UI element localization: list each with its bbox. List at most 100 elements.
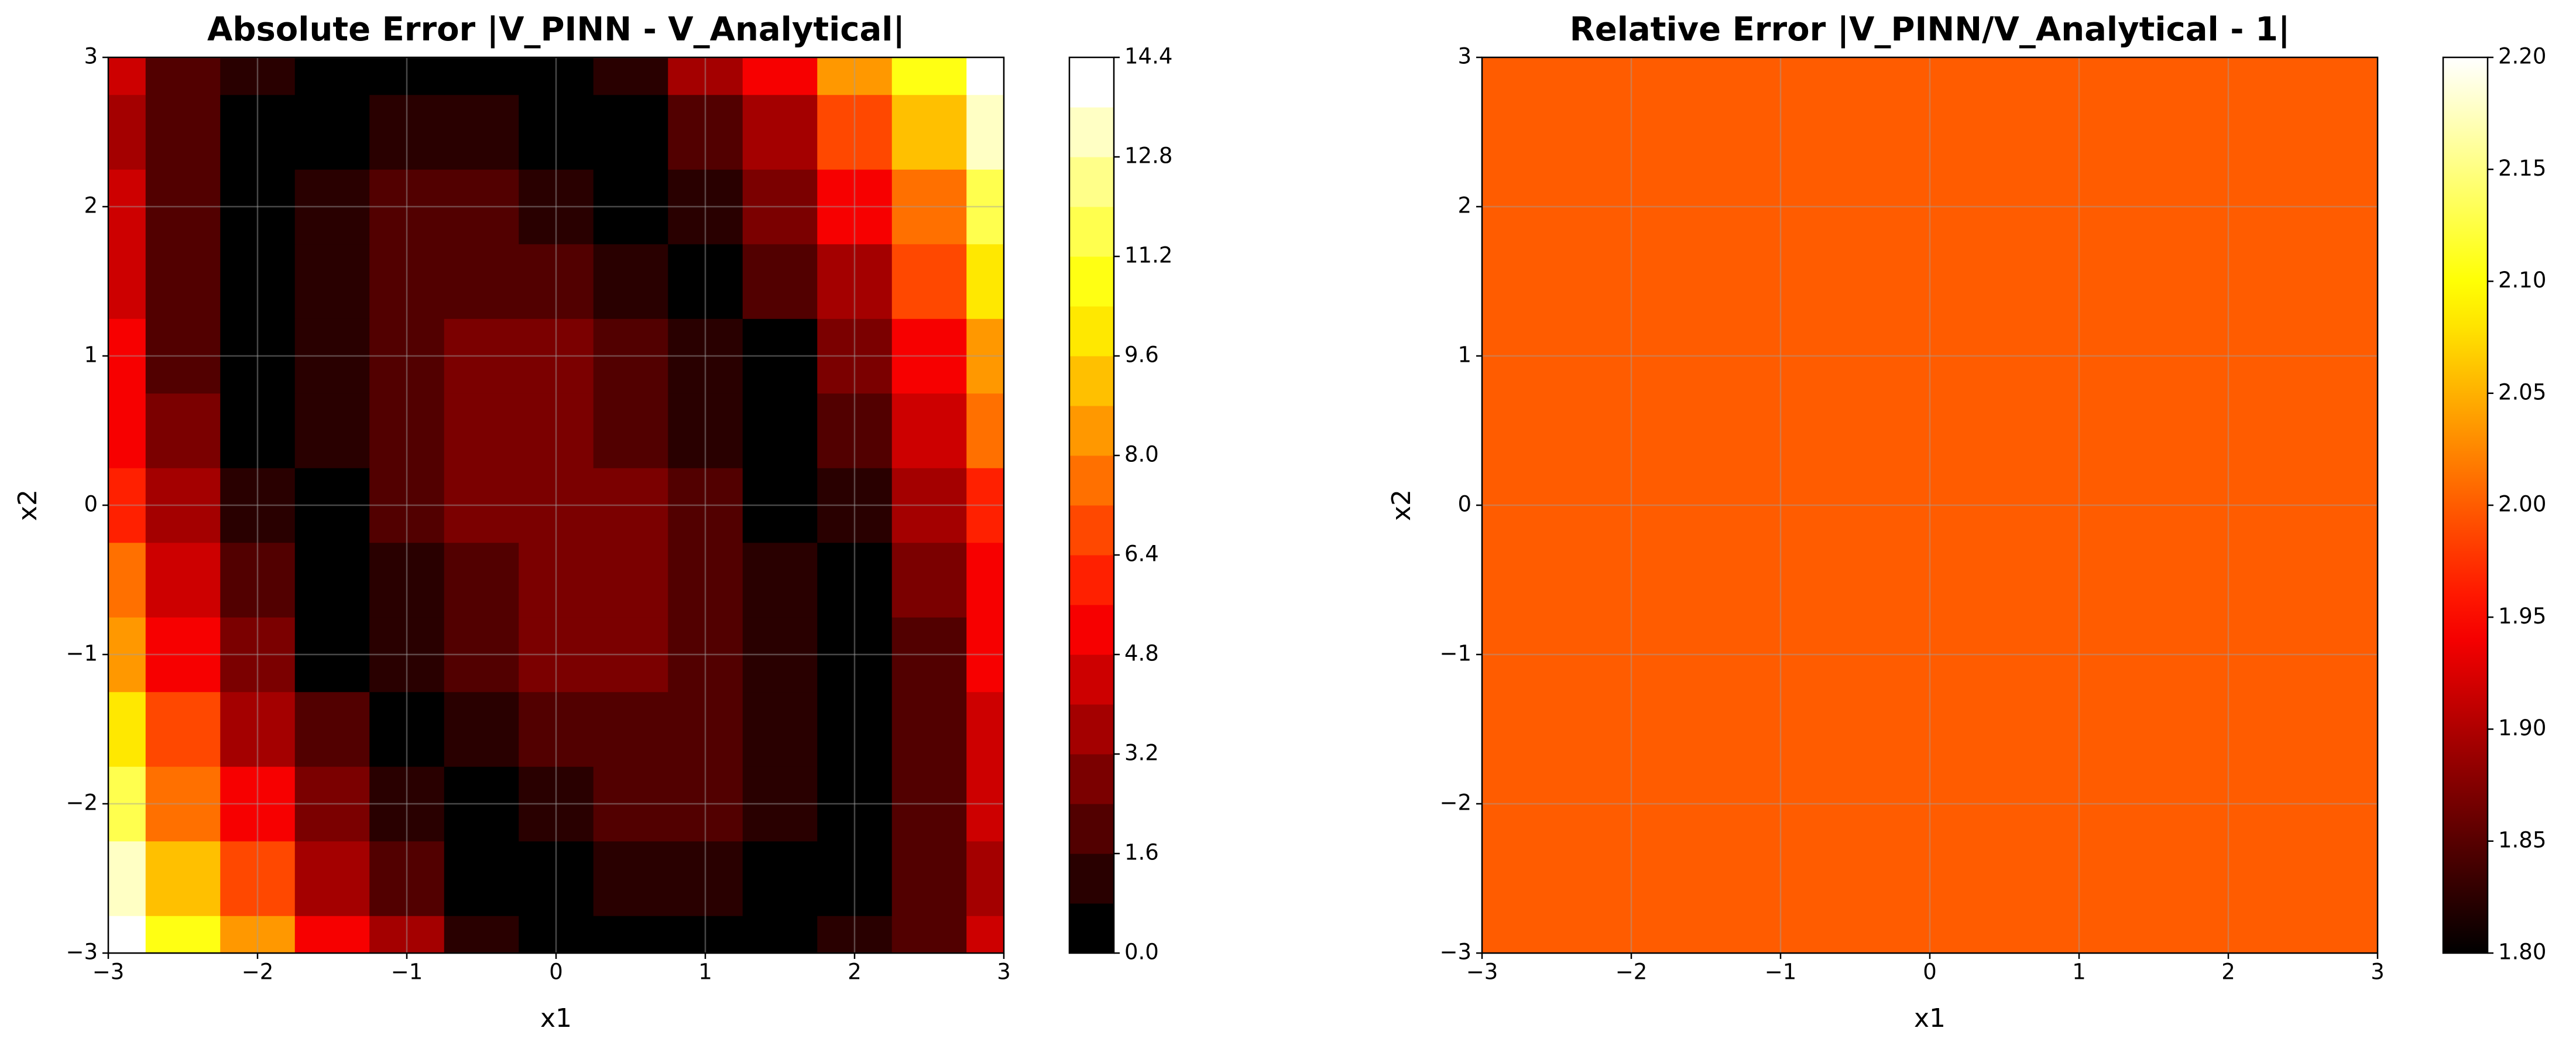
contour-cell (891, 841, 967, 916)
contour-cell (145, 94, 221, 170)
contour-cell (593, 542, 668, 618)
y-tick-label: 3 (1457, 44, 1471, 69)
y-tick-label: 1 (84, 342, 98, 368)
x-tick-label: −1 (1765, 960, 1797, 985)
y-tick-label: 3 (84, 44, 98, 69)
contour-cell (220, 57, 296, 95)
contour-cell (220, 468, 296, 543)
contour-cell (108, 916, 146, 954)
contour-cell (145, 57, 221, 95)
contour-cell (668, 916, 743, 954)
x-tick-label: 1 (2072, 960, 2086, 985)
contour-cell (444, 318, 519, 394)
contour-cell (742, 318, 818, 394)
contour-cell (369, 841, 445, 916)
contour-cell (108, 617, 146, 693)
y-axis-label: x2 (13, 489, 43, 521)
contour-cell (742, 542, 818, 618)
contour-cell (742, 916, 818, 954)
contour-cell (220, 766, 296, 842)
x-tick-label: −3 (92, 960, 125, 985)
y-tick-label: 1 (1457, 342, 1471, 368)
contour-cell (108, 393, 146, 468)
colorbar-tick-label: 11.2 (1124, 243, 1172, 268)
contour-cell (220, 542, 296, 618)
colorbar-band (1069, 654, 1114, 705)
colorbar-band (1069, 207, 1114, 257)
y-tick-label: −2 (1439, 790, 1471, 815)
contour-cell (817, 57, 893, 95)
contour-cell (519, 244, 594, 319)
contour-cell (817, 916, 893, 954)
colorbar-band (1069, 157, 1114, 207)
colorbar-band (1069, 455, 1114, 506)
contour-cell (593, 94, 668, 170)
contour-cell (966, 841, 1004, 916)
contour-cell (444, 542, 519, 618)
contour-cell (519, 318, 594, 394)
contour-cell (966, 244, 1004, 319)
chart-title: Absolute Error |V_PINN - V_Analytical| (207, 11, 905, 49)
contour-cell (891, 244, 967, 319)
contour-cell (220, 169, 296, 245)
contour-cell (742, 57, 818, 95)
colorbar-tick-label: 2.15 (2498, 156, 2546, 181)
contour-cell (742, 244, 818, 319)
contour-cell (145, 468, 221, 543)
contour-cell (891, 94, 967, 170)
contour-cell (444, 244, 519, 319)
contour-cell (444, 766, 519, 842)
colorbar-tick-label: 8.0 (1124, 442, 1159, 467)
contour-cell (742, 841, 818, 916)
contour-cell (519, 916, 594, 954)
colorbar-tick-label: 1.80 (2498, 940, 2546, 965)
contour-cell (519, 57, 594, 95)
contour-cell (966, 617, 1004, 693)
contour-cell (668, 766, 743, 842)
contour-cell (966, 318, 1004, 394)
contour-cell (891, 766, 967, 842)
contour-cell (817, 468, 893, 543)
colorbar-tick-label: 1.85 (2498, 827, 2546, 852)
contour-cell (220, 916, 296, 954)
axes-frame (107, 56, 1005, 954)
contour-cell (369, 318, 445, 394)
chart-title: Relative Error |V_PINN/V_Analytical - 1| (1570, 11, 2290, 49)
x-tick-label: 3 (997, 960, 1011, 985)
contour-cell (966, 542, 1004, 618)
contour-cell (294, 766, 370, 842)
contour-cell (444, 468, 519, 543)
contour-cell (294, 57, 370, 95)
contour-cell (519, 542, 594, 618)
contour-cell (220, 617, 296, 693)
contour-cell (891, 169, 967, 245)
contour-cell (817, 318, 893, 394)
colorbar-tick-label: 2.20 (2498, 44, 2546, 69)
contour-cell (742, 393, 818, 468)
contour-cell (593, 617, 668, 693)
contour-cell (593, 57, 668, 95)
colorbar-band (1069, 804, 1114, 854)
contour-cell (817, 94, 893, 170)
colorbar-band (1069, 406, 1114, 456)
contour-cell (108, 691, 146, 767)
contour-cell (891, 691, 967, 767)
x-tick-label: 1 (698, 960, 712, 985)
contour-cell (220, 244, 296, 319)
colorbar-band (1069, 256, 1114, 307)
contour-cell (369, 542, 445, 618)
colorbar-band (1069, 854, 1114, 904)
contour-cell (220, 691, 296, 767)
contour-cell (369, 468, 445, 543)
contour-cell (369, 169, 445, 245)
colorbar-tick-label: 12.8 (1124, 143, 1172, 169)
contour-cell (444, 691, 519, 767)
contour-cell (369, 57, 445, 95)
colorbar-tick-label: 9.6 (1124, 342, 1159, 368)
contour-cell (108, 244, 146, 319)
contour-cell (294, 841, 370, 916)
contour-cell (742, 691, 818, 767)
colorbar-tick-label: 4.8 (1124, 641, 1159, 666)
contour-cell (593, 468, 668, 543)
contour-cell (108, 542, 146, 618)
